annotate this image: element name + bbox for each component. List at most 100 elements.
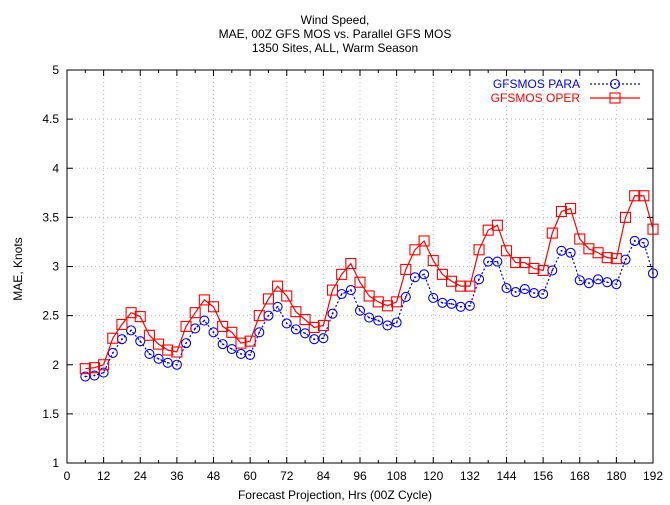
x-tick-label: 48 <box>207 469 221 483</box>
data-point-center <box>359 309 361 312</box>
data-point-center <box>139 340 142 343</box>
data-point <box>272 280 284 292</box>
data-point <box>647 268 659 279</box>
data-point-center <box>652 272 654 275</box>
data-point-center <box>597 278 599 281</box>
data-point-center <box>157 357 160 360</box>
data-point-center <box>258 331 261 334</box>
data-point <box>619 211 632 223</box>
data-point-center <box>230 348 233 350</box>
x-tick-label: 120 <box>423 469 443 483</box>
data-point-center <box>615 283 618 286</box>
data-point-center <box>285 322 288 325</box>
data-point <box>565 202 577 215</box>
data-point <box>455 280 467 292</box>
x-tick-label: 96 <box>353 469 367 483</box>
data-point-center <box>166 361 169 364</box>
data-point <box>98 359 110 371</box>
y-tick-label: 1 <box>52 456 59 470</box>
y-tick-label: 2.5 <box>42 309 59 323</box>
data-point-center <box>505 287 508 290</box>
data-point <box>565 247 576 258</box>
data-point <box>299 314 311 326</box>
data-point-center <box>450 302 453 305</box>
data-point <box>345 285 356 296</box>
legend-label: GFSMOS PARA <box>493 77 580 91</box>
data-point <box>400 263 412 275</box>
data-point <box>381 300 394 312</box>
x-tick-label: 144 <box>496 469 516 483</box>
data-point <box>162 357 173 368</box>
data-point <box>510 257 522 269</box>
data-point-center <box>404 296 407 298</box>
data-point <box>135 336 146 347</box>
data-point <box>409 272 420 283</box>
data-point-center <box>633 240 636 242</box>
data-point <box>89 370 100 381</box>
chart-title-line-3: 1350 Sites, ALL, Warm Season <box>251 41 419 55</box>
data-point <box>171 359 182 370</box>
data-point <box>601 252 613 264</box>
data-point-center <box>368 316 371 319</box>
data-point-center <box>203 319 206 322</box>
data-point-center <box>340 293 343 295</box>
data-point <box>593 274 604 285</box>
data-point <box>436 268 448 280</box>
data-point <box>290 306 302 318</box>
data-point <box>464 300 475 311</box>
data-point <box>364 312 375 323</box>
legend-marker-center <box>614 83 616 85</box>
data-point <box>300 328 311 339</box>
data-point <box>79 363 91 375</box>
data-point-center <box>240 353 242 355</box>
x-tick-label: 180 <box>606 469 626 483</box>
x-tick-label: 12 <box>97 469 111 483</box>
series-layer <box>79 190 659 382</box>
data-point <box>492 256 503 267</box>
data-point-center <box>185 342 187 345</box>
data-point-center <box>295 328 297 331</box>
data-point <box>382 320 393 331</box>
data-point <box>199 315 210 326</box>
data-point <box>574 233 586 245</box>
data-point-center <box>441 301 444 304</box>
data-point <box>107 332 119 344</box>
data-point-center <box>322 337 325 340</box>
data-point <box>162 344 174 356</box>
data-point <box>638 237 649 248</box>
data-point <box>290 324 301 335</box>
data-point <box>372 296 384 308</box>
data-point <box>308 321 320 333</box>
series-gfsmos-oper <box>79 190 659 375</box>
data-point-center <box>313 338 316 341</box>
x-tick-label: 108 <box>387 469 407 483</box>
data-point <box>126 325 137 336</box>
data-point <box>153 353 164 364</box>
data-point <box>464 280 476 292</box>
data-point <box>647 223 659 235</box>
data-point <box>207 301 220 313</box>
data-point <box>418 235 430 247</box>
legend-label: GFSMOS OPER <box>491 91 581 105</box>
data-point-center <box>578 279 581 282</box>
data-point <box>208 327 219 338</box>
x-tick-label: 156 <box>533 469 553 483</box>
data-point <box>153 338 165 350</box>
data-point <box>317 319 329 332</box>
data-point <box>427 255 439 267</box>
data-point-center <box>432 297 435 299</box>
data-point <box>217 339 228 350</box>
data-point-center <box>487 260 490 263</box>
y-tick-label: 5 <box>52 63 59 77</box>
data-point <box>345 258 357 270</box>
x-tick-label: 132 <box>460 469 480 483</box>
data-point <box>519 284 530 295</box>
data-point <box>446 298 457 309</box>
x-tick-label: 24 <box>134 469 148 483</box>
data-point <box>171 346 183 358</box>
y-axis-label: MAE, Knots <box>11 237 25 301</box>
data-point <box>519 257 531 269</box>
series-line <box>85 195 654 370</box>
data-point <box>253 310 265 322</box>
